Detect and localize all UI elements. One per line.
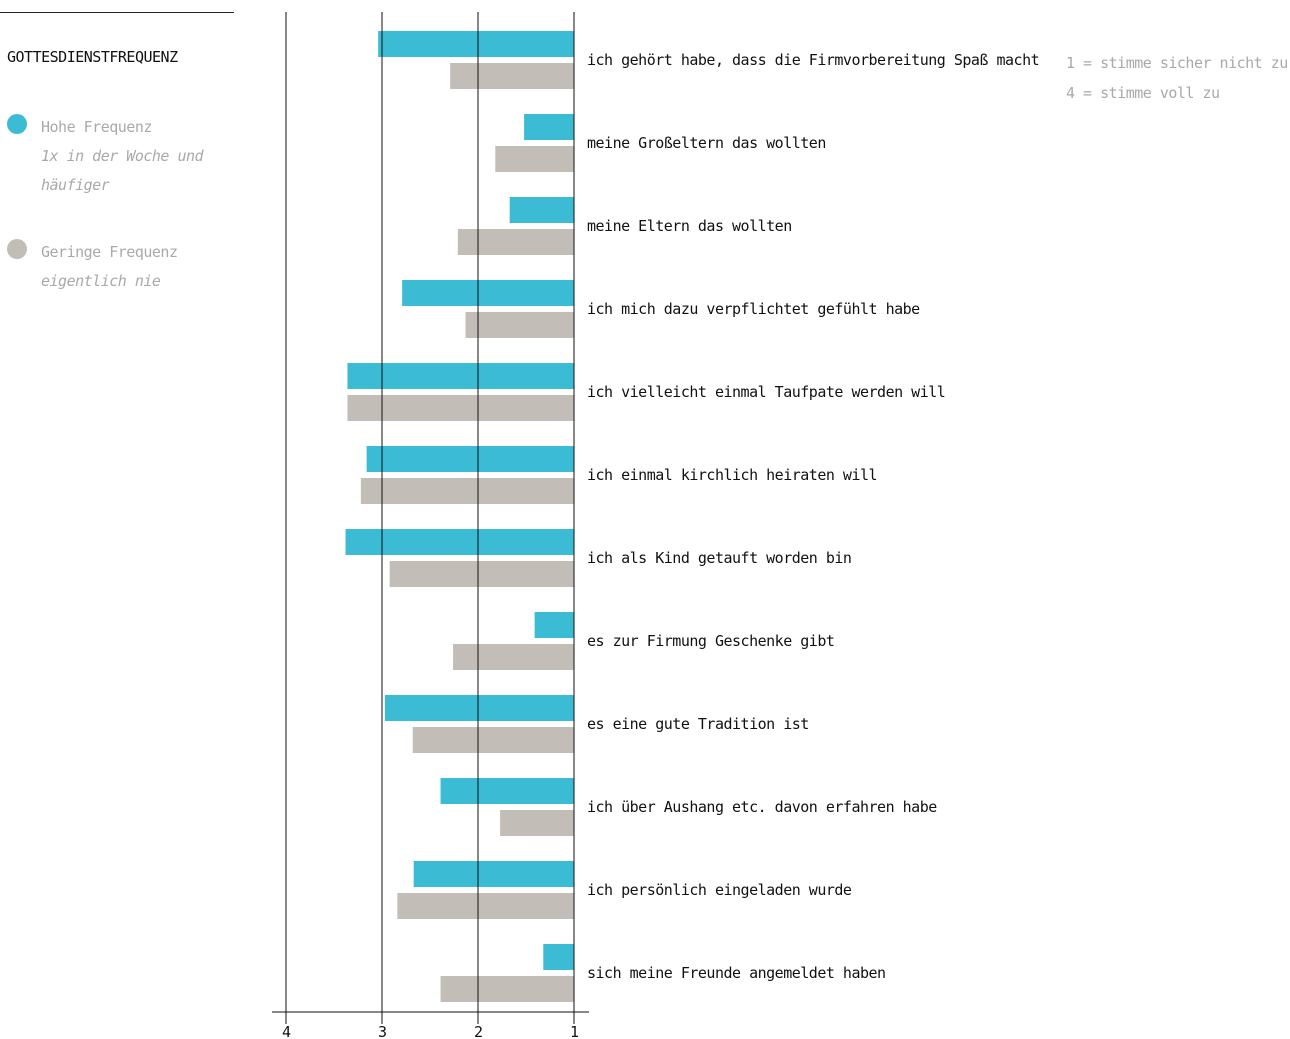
- legend-sublabel-high: 1x in der Woche und häufiger: [41, 147, 204, 194]
- category-label: ich als Kind getauft worden bin: [587, 549, 851, 567]
- category-label: ich mich dazu verpflichtet gefühlt habe: [587, 300, 920, 318]
- bar-low-frequency: [412, 727, 574, 753]
- bar-low-frequency: [457, 229, 574, 255]
- legend-sublabel-low: eigentlich nie: [41, 272, 161, 290]
- bar-high-frequency: [413, 861, 574, 887]
- legend-swatch-low: [7, 239, 27, 259]
- bar-high-frequency: [345, 529, 574, 555]
- category-label: ich gehört habe, dass die Firmvorbereitu…: [587, 51, 1039, 69]
- bar-low-frequency: [360, 478, 574, 504]
- x-tick-label: 3: [378, 1023, 387, 1039]
- legend-swatch-high: [7, 114, 27, 134]
- category-label: es eine gute Tradition ist: [587, 715, 809, 733]
- legend-item-text: Geringe Frequenz eigentlich nie: [41, 238, 178, 296]
- bar-high-frequency: [534, 612, 574, 638]
- legend-label-high: Hohe Frequenz: [41, 118, 152, 136]
- bar-high-frequency: [347, 363, 574, 389]
- bar-low-frequency: [500, 810, 574, 836]
- bar-high-frequency: [509, 197, 574, 223]
- legend-title: GOTTESDIENSTFREQUENZ: [7, 48, 178, 66]
- bar-high-frequency: [378, 31, 574, 57]
- category-label: sich meine Freunde angemeldet haben: [587, 964, 886, 982]
- bar-high-frequency: [524, 114, 574, 140]
- legend-item-text: Hohe Frequenz 1x in der Woche und häufig…: [41, 113, 237, 200]
- x-tick-label: 4: [282, 1023, 291, 1039]
- category-label: es zur Firmung Geschenke gibt: [587, 632, 834, 650]
- legend-divider: [0, 12, 234, 13]
- bar-chart: ich gehört habe, dass die Firmvorbereitu…: [272, 12, 1040, 1039]
- bar-low-frequency: [347, 395, 574, 421]
- category-label: ich über Aushang etc. davon erfahren hab…: [587, 798, 937, 816]
- bar-low-frequency: [389, 561, 574, 587]
- category-label: meine Großeltern das wollten: [587, 134, 826, 152]
- category-label: ich persönlich eingeladen wurde: [587, 881, 852, 899]
- scale-note-min: 1 = stimme sicher nicht zu: [1066, 54, 1288, 72]
- bar-low-frequency: [440, 976, 574, 1002]
- category-label: ich vielleicht einmal Taufpate werden wi…: [587, 383, 945, 401]
- bar-low-frequency: [453, 644, 574, 670]
- scale-note-max: 4 = stimme voll zu: [1066, 84, 1220, 102]
- x-tick-label: 2: [474, 1023, 483, 1039]
- bar-low-frequency: [450, 63, 574, 89]
- bar-low-frequency: [495, 146, 574, 172]
- category-label: meine Eltern das wollten: [587, 217, 792, 235]
- bar-high-frequency: [384, 695, 574, 721]
- x-tick-label: 1: [570, 1023, 579, 1039]
- legend-label-low: Geringe Frequenz: [41, 243, 178, 261]
- bar-high-frequency: [366, 446, 574, 472]
- bar-low-frequency: [397, 893, 574, 919]
- category-label: ich einmal kirchlich heiraten will: [587, 466, 877, 484]
- bar-high-frequency: [543, 944, 574, 970]
- bar-high-frequency: [402, 280, 574, 306]
- bar-high-frequency: [440, 778, 574, 804]
- scale-note: 1 = stimme sicher nicht zu 4 = stimme vo…: [1066, 48, 1288, 108]
- bar-low-frequency: [465, 312, 574, 338]
